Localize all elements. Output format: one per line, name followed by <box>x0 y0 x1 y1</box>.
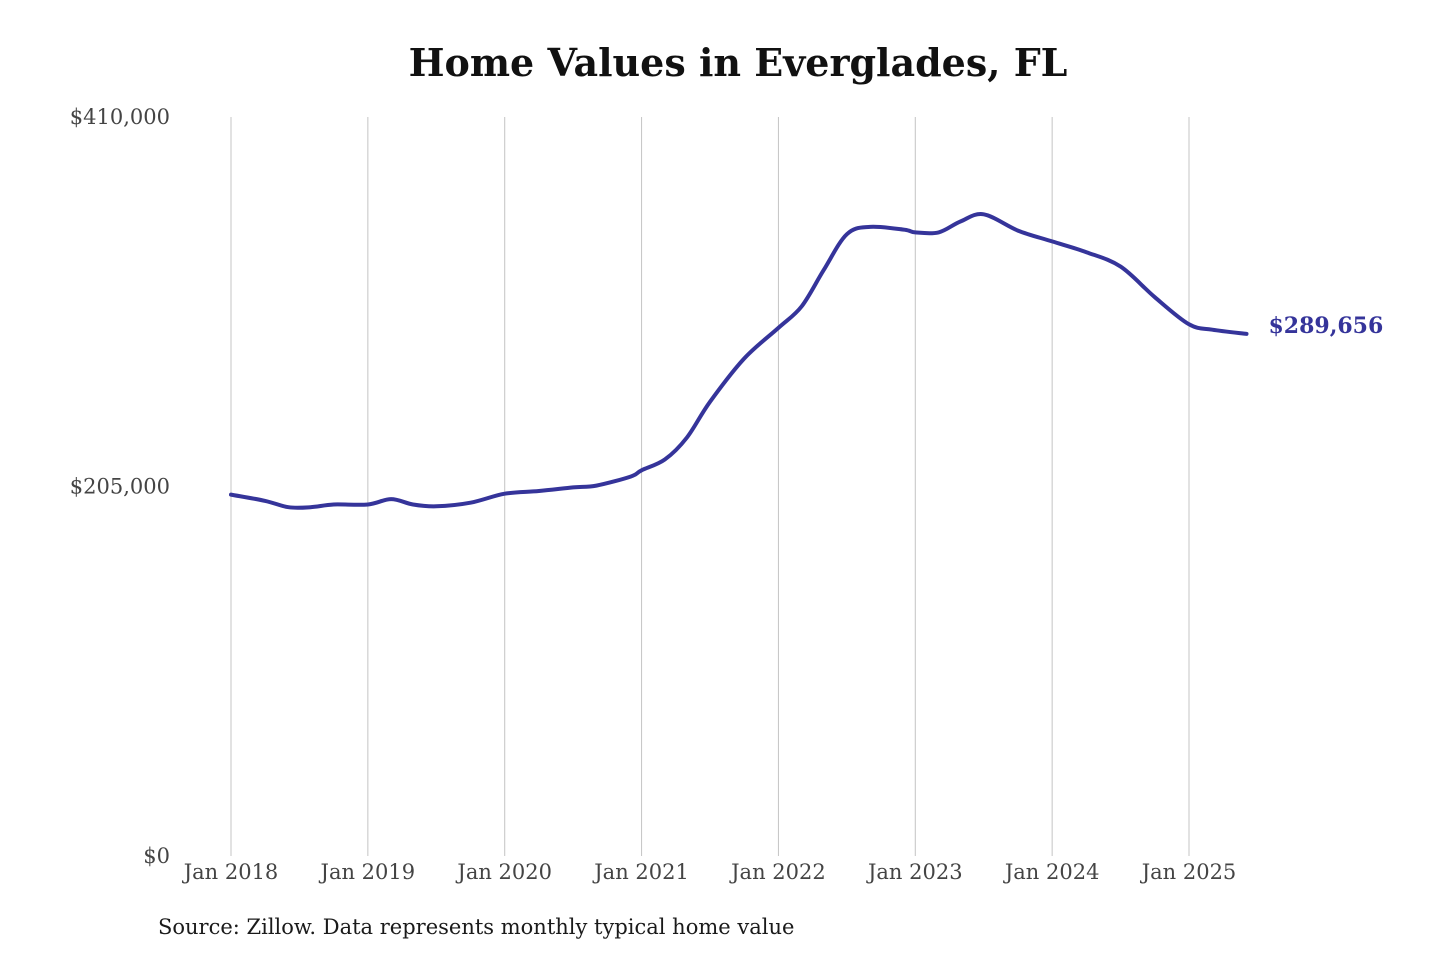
x-tick-label: Jan 2018 <box>182 860 279 884</box>
x-tick-label: Jan 2022 <box>729 860 826 884</box>
source-note: Source: Zillow. Data represents monthly … <box>158 915 795 939</box>
y-tick-label: $410,000 <box>70 105 170 129</box>
x-tick-label: Jan 2024 <box>1003 860 1100 884</box>
x-tick-label: Jan 2025 <box>1140 860 1237 884</box>
y-axis-ticks: $0 $205,000 $410,000 <box>70 105 170 868</box>
x-tick-label: Jan 2020 <box>455 860 552 884</box>
x-tick-label: Jan 2019 <box>319 860 416 884</box>
x-axis-ticks: Jan 2018 Jan 2019 Jan 2020 Jan 2021 Jan 2022… <box>182 860 1237 884</box>
y-tick-label: $205,000 <box>70 475 170 499</box>
home-value-line <box>229 212 1249 510</box>
y-tick-label: $0 <box>143 844 170 868</box>
x-tick-label: Jan 2023 <box>866 860 963 884</box>
vertical-gridlines <box>230 117 1190 856</box>
x-tick-label: Jan 2021 <box>592 860 689 884</box>
latest-value-label: $289,656 <box>1268 313 1383 339</box>
chart-title: Home Values in Everglades, FL <box>408 40 1068 85</box>
